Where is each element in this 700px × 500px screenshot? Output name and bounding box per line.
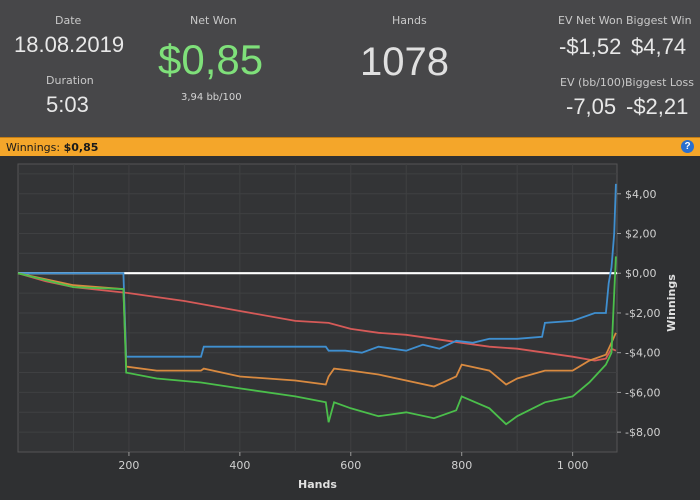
winnings-chart-svg: 200 400 600 800 1 000 $4,00 $2,00 $0,00 -$2,00 -$… xyxy=(17,163,678,491)
y-tick-label: $0,00 xyxy=(625,267,657,280)
y-tick-label: $2,00 xyxy=(625,228,657,241)
biggest-win-label: Biggest Win xyxy=(626,14,692,27)
biggest-loss-value: -$2,21 xyxy=(626,94,689,119)
net-won-label: Net Won xyxy=(190,14,237,27)
net-won-value: $0,85 xyxy=(158,36,264,83)
y-tick-label: $4,00 xyxy=(625,188,657,201)
winnings-summary: Winnings: $0,85 xyxy=(6,141,98,154)
y-tick-label: -$8,00 xyxy=(625,426,660,439)
x-tick-label: 1 000 xyxy=(557,459,589,472)
y-tick-label: -$6,00 xyxy=(625,386,660,399)
winnings-label: Winnings: xyxy=(6,141,61,154)
date-label: Date xyxy=(55,14,82,27)
biggest-loss-label: Biggest Loss xyxy=(625,76,695,89)
y-tick-label: -$4,00 xyxy=(625,347,660,360)
ev-net-won-value: -$1,52 xyxy=(559,34,622,59)
winnings-value: $0,85 xyxy=(63,141,99,154)
biggest-win-value: $4,74 xyxy=(631,34,687,59)
series-line-2 xyxy=(18,183,617,358)
winnings-bar: Winnings: $0,85 ? xyxy=(0,137,700,157)
winnings-chart: 200 400 600 800 1 000 $4,00 $2,00 $0,00 -$2,00 -$… xyxy=(0,156,700,495)
series-line-3 xyxy=(17,272,617,388)
hands-label: Hands xyxy=(392,14,427,27)
x-axis-label: Hands xyxy=(298,478,337,491)
hands-value: 1078 xyxy=(360,40,449,84)
y-axis-label: Winnings xyxy=(665,274,678,332)
x-tick-label: 600 xyxy=(340,459,361,472)
x-tick-label: 400 xyxy=(229,459,250,472)
series-line-1 xyxy=(17,272,617,362)
session-stats-panel: Date 18.08.2019 Duration 5:03 Net Won $0… xyxy=(0,0,700,138)
duration-value: 5:03 xyxy=(46,92,89,117)
help-icon[interactable]: ? xyxy=(681,140,694,153)
date-value: 18.08.2019 xyxy=(14,32,125,57)
x-tick-label: 800 xyxy=(451,459,472,472)
ev-bb100-label: EV (bb/100) xyxy=(560,76,626,89)
y-tick-label: -$2,00 xyxy=(625,307,660,320)
plot-area xyxy=(17,163,618,453)
series-line-4 xyxy=(17,256,617,426)
duration-label: Duration xyxy=(46,74,94,87)
ev-net-won-label: EV Net Won xyxy=(558,14,623,27)
x-tick-label: 200 xyxy=(118,459,139,472)
ev-bb100-value: -7,05 xyxy=(566,94,617,119)
net-won-bb100: 3,94 bb/100 xyxy=(181,92,242,103)
